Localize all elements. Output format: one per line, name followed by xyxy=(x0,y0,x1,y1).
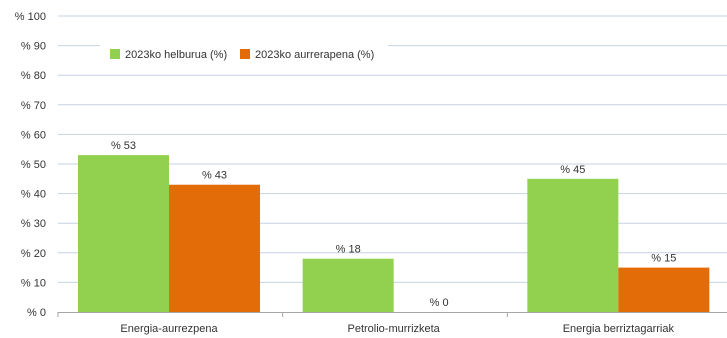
y-tick-label: % 10 xyxy=(21,277,46,289)
legend-swatch-target xyxy=(110,49,120,59)
bar-0-0 xyxy=(78,155,169,312)
data-label: % 43 xyxy=(202,170,227,182)
y-axis-tick-labels: % 0 % 10 % 20 % 30 % 40 % 50 % 60 % 70 % 80 % 90%… xyxy=(15,11,46,319)
legend-label-progress: 2023ko aurrerapena (%) xyxy=(255,49,374,61)
y-tick-label: % 60 xyxy=(21,129,46,141)
y-tick-label: % 20 xyxy=(21,248,46,260)
data-label: % 45 xyxy=(560,164,585,176)
x-category-label: Energia berriztagarriak xyxy=(563,323,675,335)
data-label: % 18 xyxy=(336,244,361,256)
y-tick-label: % 100 xyxy=(15,11,46,23)
legend-label-target: 2023ko helburua (%) xyxy=(125,49,227,61)
bar-1-0 xyxy=(169,184,260,312)
bar-0-2 xyxy=(527,178,619,312)
x-category-label: Petrolio-murrizketa xyxy=(348,323,441,335)
x-axis: Energia-aurrezpena Petrolio-murrizketa Ene… xyxy=(57,312,727,335)
y-tick-label: % 80 xyxy=(21,70,46,82)
legend-swatch-progress xyxy=(240,49,250,59)
bar-1-2 xyxy=(618,267,710,312)
y-tick-label: % 40 xyxy=(21,189,46,201)
x-category-label: Energia-aurrezpena xyxy=(120,323,218,335)
bars xyxy=(78,155,710,312)
y-tick-label: % 50 xyxy=(21,159,46,171)
bar-0-1 xyxy=(302,258,394,312)
y-tick-label: % 70 xyxy=(21,100,46,112)
data-label: % 15 xyxy=(651,253,676,265)
data-label: % 53 xyxy=(111,140,136,152)
legend: 2023ko helburua (%) 2023ko aurrerapena (… xyxy=(100,40,388,68)
y-tick-label: % 30 xyxy=(21,218,46,230)
y-tick-label: % 90 xyxy=(21,41,46,53)
data-label: % 0 xyxy=(430,297,449,309)
data-labels: % 53 % 43 % 18 % 0 % 45 % 15 xyxy=(111,140,676,309)
y-tick-label: % 0 xyxy=(27,307,46,319)
